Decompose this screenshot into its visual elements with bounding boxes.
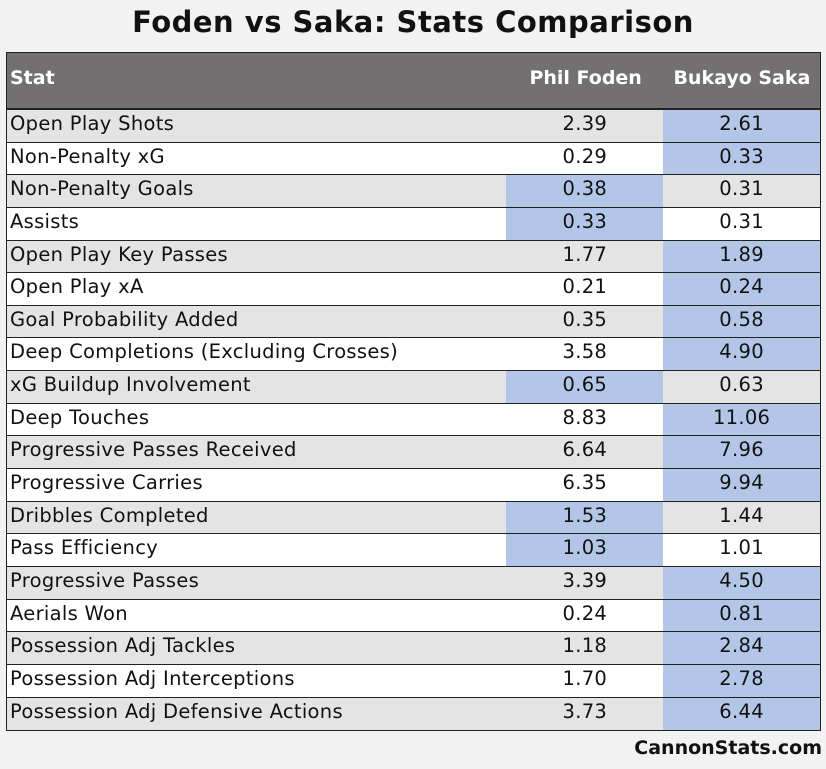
table-header: Stat Phil Foden Bukayo Saka bbox=[7, 53, 820, 110]
foden-value: 1.77 bbox=[562, 242, 608, 266]
column-header-saka: Bukayo Saka bbox=[673, 67, 811, 89]
table-row: Open Play Shots 2.39 2.61 bbox=[7, 110, 821, 143]
stat-label: Open Play Shots bbox=[10, 112, 175, 135]
table-row: Progressive Passes 3.39 4.50 bbox=[7, 566, 821, 600]
saka-value: 0.58 bbox=[663, 305, 821, 338]
saka-value: 9.94 bbox=[663, 469, 821, 501]
table-row: Goal Probability Added 0.35 0.58 bbox=[7, 305, 821, 339]
table-row: Open Play Key Passes 1.77 1.89 bbox=[7, 240, 821, 274]
stat-label: Open Play Key Passes bbox=[10, 242, 229, 266]
stat-label: Progressive Passes bbox=[10, 568, 200, 592]
foden-value: 6.35 bbox=[562, 471, 608, 495]
saka-value: 2.61 bbox=[663, 110, 821, 142]
stat-label: Aerials Won bbox=[10, 601, 128, 625]
foden-value: 0.24 bbox=[562, 601, 608, 625]
foden-value: 0.33 bbox=[506, 207, 664, 240]
table-row: Possession Adj Interceptions 1.70 2.78 bbox=[7, 664, 821, 698]
page-title: Foden vs Saka: Stats Comparison bbox=[132, 5, 694, 39]
stat-label: Goal Probability Added bbox=[10, 307, 239, 331]
saka-value: 4.50 bbox=[663, 566, 821, 599]
stat-label: Pass Efficiency bbox=[10, 536, 159, 560]
foden-value: 6.64 bbox=[562, 438, 608, 462]
saka-value: 1.01 bbox=[719, 536, 764, 560]
column-header-stat: Stat bbox=[10, 67, 55, 89]
saka-value: 0.33 bbox=[663, 142, 821, 175]
stat-label: Deep Completions (Excluding Crosses) bbox=[10, 340, 399, 364]
foden-value: 0.35 bbox=[562, 307, 608, 331]
foden-value: 3.58 bbox=[562, 340, 608, 364]
saka-value: 0.63 bbox=[719, 373, 764, 397]
saka-value: 6.44 bbox=[663, 697, 821, 731]
foden-value: 0.38 bbox=[506, 175, 664, 207]
foden-value: 0.29 bbox=[562, 144, 608, 168]
saka-value: 4.90 bbox=[663, 338, 821, 371]
foden-value: 0.65 bbox=[506, 371, 664, 403]
stat-label: Progressive Carries bbox=[10, 471, 203, 495]
foden-value: 8.83 bbox=[562, 405, 608, 429]
stat-label: Dribbles Completed bbox=[10, 503, 209, 527]
stat-label: Deep Touches bbox=[10, 405, 150, 429]
stat-label: Possession Adj Interceptions bbox=[10, 666, 295, 690]
stat-label: Progressive Passes Received bbox=[10, 438, 297, 462]
stat-label: Possession Adj Tackles bbox=[10, 634, 236, 658]
table-body: Open Play Shots 2.39 2.61 Non-Penalty xG 0.2… bbox=[7, 110, 821, 731]
saka-value: 2.78 bbox=[663, 664, 821, 697]
table-row: Open Play xA 0.21 0.24 bbox=[7, 273, 821, 306]
saka-value: 1.89 bbox=[663, 240, 821, 273]
stat-label: Possession Adj Defensive Actions bbox=[10, 699, 343, 723]
table-row: Deep Touches 8.83 11.06 bbox=[7, 403, 821, 437]
stat-label: Assists bbox=[10, 209, 80, 233]
stat-label: Non-Penalty Goals bbox=[10, 177, 194, 201]
saka-value: 11.06 bbox=[663, 403, 821, 436]
table-row: Deep Completions (Excluding Crosses) 3.58… bbox=[7, 338, 821, 372]
table-row: Non-Penalty Goals 0.38 0.31 bbox=[7, 175, 820, 208]
saka-value: 7.96 bbox=[663, 436, 821, 469]
table-row: Possession Adj Tackles 1.18 2.84 bbox=[7, 632, 821, 665]
foden-value: 2.39 bbox=[562, 112, 608, 135]
foden-value: 1.70 bbox=[562, 666, 608, 690]
saka-value: 0.81 bbox=[663, 599, 821, 632]
saka-value: 0.24 bbox=[663, 273, 821, 305]
column-header-foden: Phil Foden bbox=[529, 67, 642, 89]
table-row: Assists 0.33 0.31 bbox=[7, 207, 820, 241]
table-row: Possession Adj Defensive Actions 3.73 6.44 bbox=[7, 697, 821, 731]
saka-value: 2.84 bbox=[663, 632, 821, 664]
foden-value: 3.39 bbox=[562, 568, 608, 592]
table-row: Non-Penalty xG 0.29 0.33 bbox=[7, 142, 821, 176]
foden-value: 0.21 bbox=[562, 275, 608, 299]
foden-value: 1.03 bbox=[506, 534, 664, 566]
saka-value: 0.31 bbox=[719, 209, 764, 233]
table-row: Pass Efficiency 1.03 1.01 bbox=[7, 534, 820, 567]
table-row: xG Buildup Involvement 0.65 0.63 bbox=[7, 371, 820, 404]
stat-label: Open Play xA bbox=[10, 275, 144, 299]
table-row: Aerials Won 0.24 0.81 bbox=[7, 599, 821, 633]
table-row: Dribbles Completed 1.53 1.44 bbox=[7, 501, 820, 535]
foden-value: 1.53 bbox=[506, 501, 664, 534]
foden-value: 3.73 bbox=[562, 699, 608, 723]
stat-label: Non-Penalty xG bbox=[10, 144, 165, 168]
saka-value: 0.31 bbox=[719, 177, 764, 201]
stat-label: xG Buildup Involvement bbox=[10, 373, 251, 397]
saka-value: 1.44 bbox=[719, 503, 764, 527]
footer-brand: CannonStats.com bbox=[634, 737, 822, 759]
foden-value: 1.18 bbox=[562, 634, 608, 658]
table-row: Progressive Passes Received 6.64 7.96 bbox=[7, 436, 821, 470]
stats-table: Stat Phil Foden Bukayo Saka Open Play Sh… bbox=[6, 52, 821, 732]
table-row: Progressive Carries 6.35 9.94 bbox=[7, 469, 821, 502]
